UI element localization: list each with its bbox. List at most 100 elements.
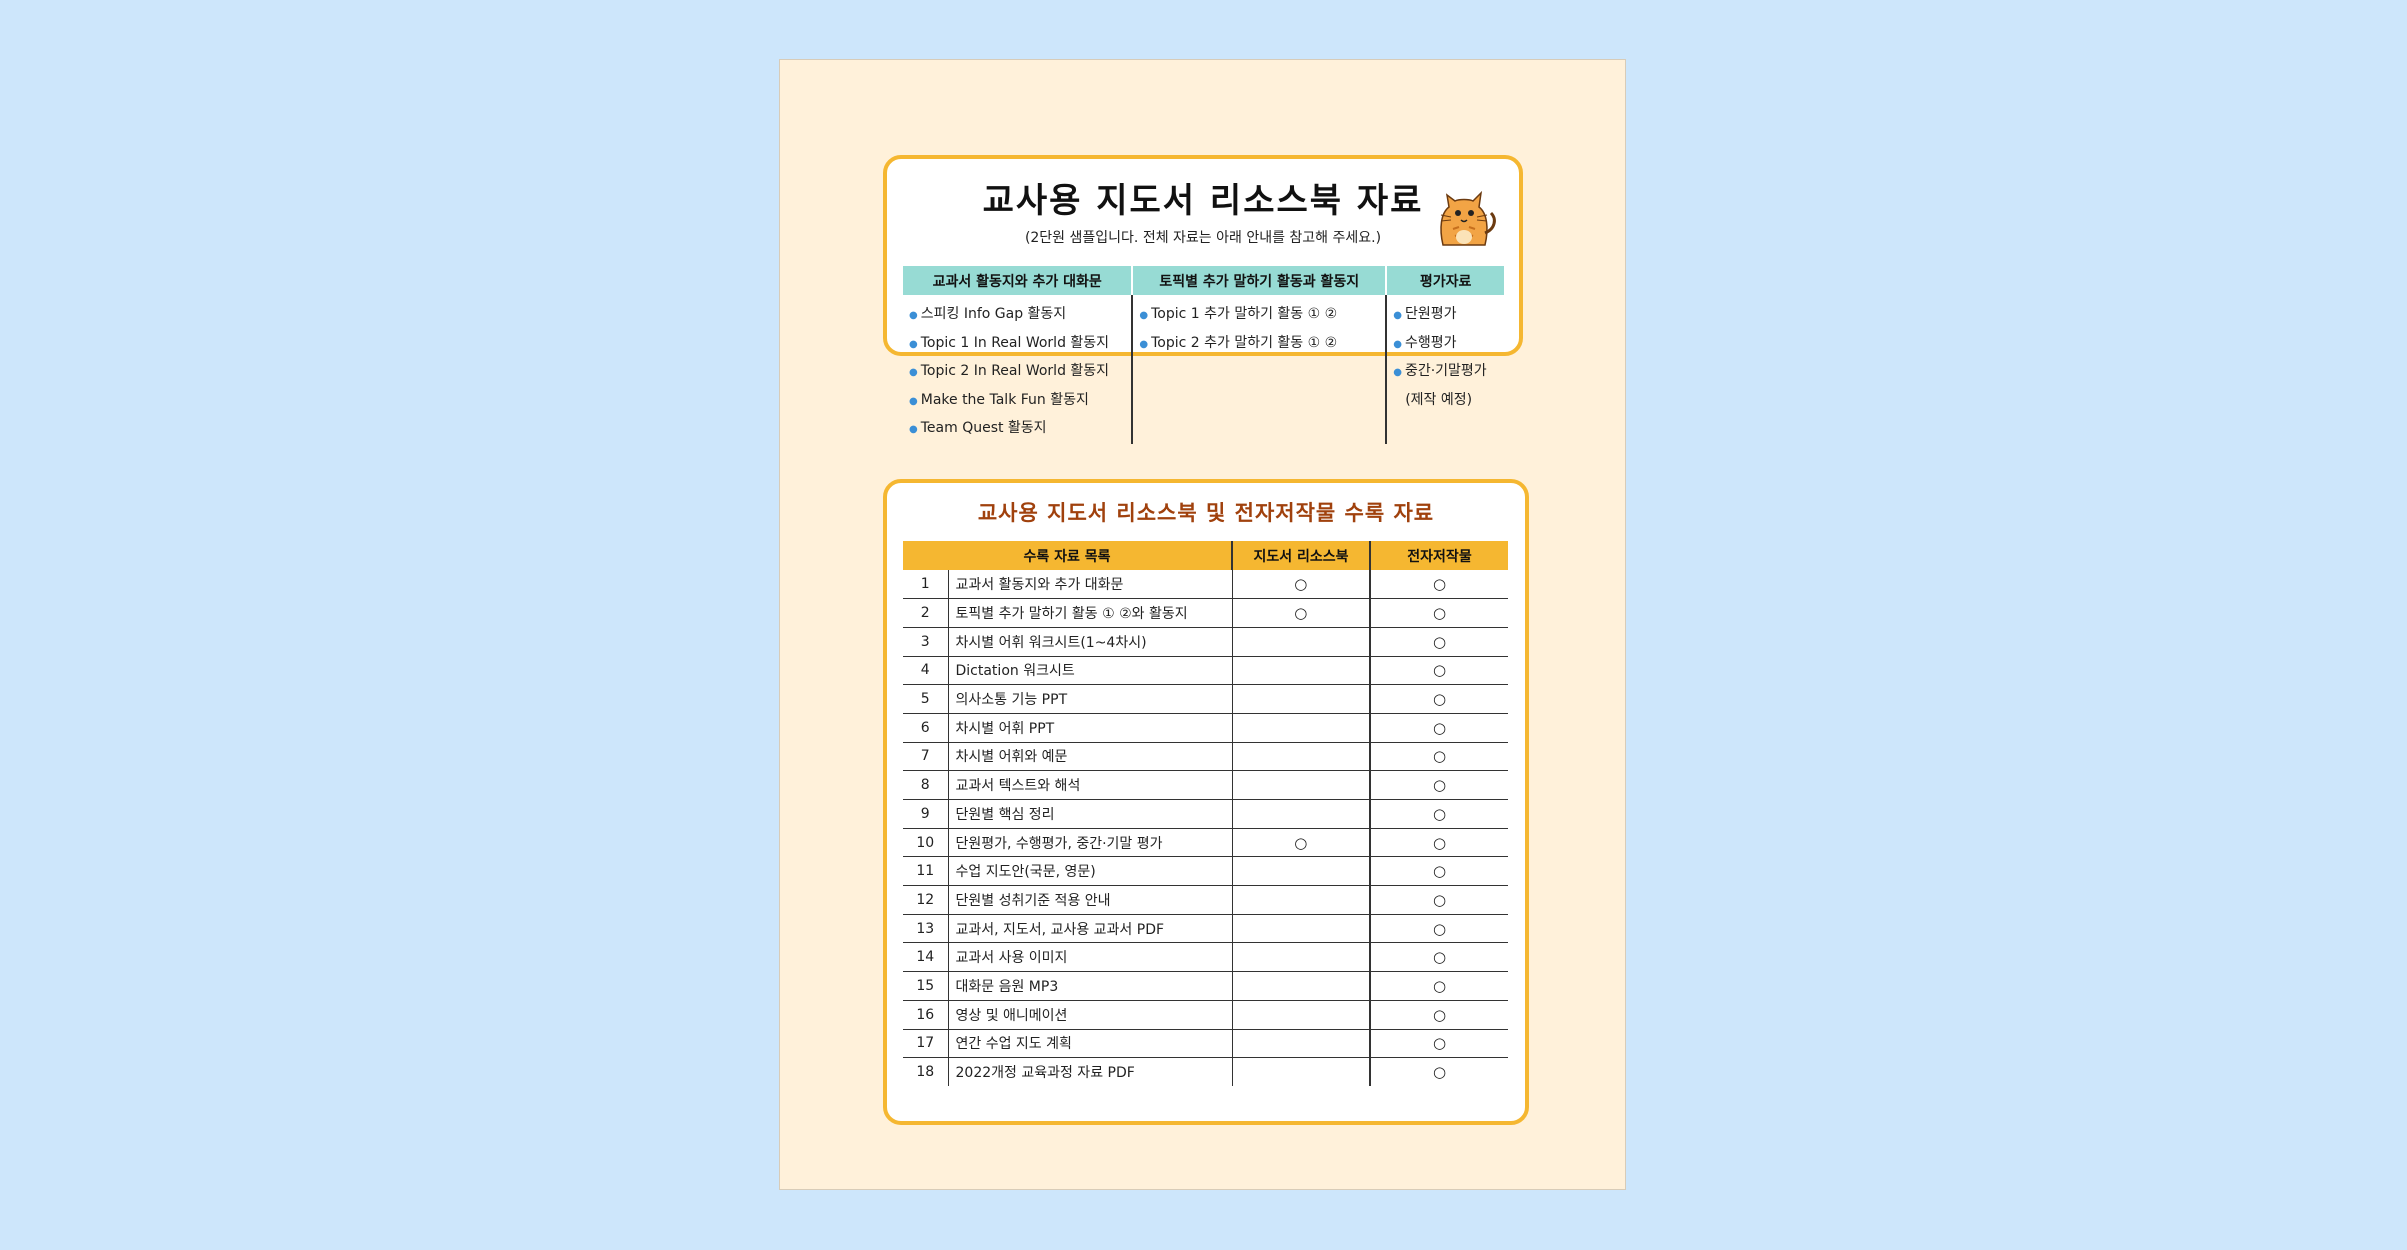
material-name: 연간 수업 지도 계획: [948, 1029, 1232, 1059]
material-name: 교과서, 지도서, 교사용 교과서 PDF: [948, 914, 1232, 944]
list-item: ● Topic 1 추가 말하기 활동 ① ②: [1139, 306, 1338, 322]
material-name: 교과서 사용 이미지: [948, 942, 1232, 973]
material-name: 차시별 어휘와 예문: [948, 742, 1232, 772]
resourcebook-mark: [1231, 1029, 1370, 1059]
row-number: 4: [903, 656, 949, 686]
row-number: 6: [903, 713, 949, 743]
list-item: ● Topic 1 In Real World 활동지: [909, 334, 1110, 351]
table-row: 15 대화문 음원 MP3 ○: [903, 971, 1508, 1001]
resourcebook-mark: ○: [1231, 598, 1370, 628]
digital-mark: ○: [1369, 627, 1508, 657]
card-title: 교사용 지도서 리소스북 및 전자저작물 수록 자료: [977, 501, 1435, 525]
bullet-dot-icon: ●: [909, 424, 918, 435]
assessment-column: ● 단원평가 ● 수행평가 ● 중간·기말평가 (제작 예정): [1385, 295, 1504, 444]
digital-mark: ○: [1369, 1029, 1508, 1059]
material-name: 교과서 텍스트와 해석: [948, 770, 1232, 800]
list-item: ● Team Quest 활동지: [909, 420, 1047, 436]
material-name: 차시별 어휘 워크시트(1~4차시): [948, 627, 1232, 657]
resourcebook-mark: [1231, 799, 1370, 829]
row-number: 14: [903, 942, 949, 973]
table-row: 1 교과서 활동지와 추가 대화문 ○ ○: [903, 570, 1508, 600]
resourcebook-mark: [1231, 914, 1370, 944]
material-name: 의사소통 기능 PPT: [948, 684, 1232, 714]
list-item: ● Topic 2 In Real World 활동지: [909, 363, 1110, 379]
digital-mark: ○: [1369, 1057, 1508, 1087]
table-row: 14 교과서 사용 이미지 ○: [903, 942, 1508, 973]
table-row: 6 차시별 어휘 PPT ○: [903, 713, 1508, 743]
bullet-dot-icon: ●: [1393, 338, 1402, 350]
digital-mark: ○: [1369, 770, 1508, 800]
digital-mark: ○: [1369, 742, 1508, 772]
speaking-activities-column: ● Topic 1 추가 말하기 활동 ① ② ● Topic 2 추가 말하기 활…: [1131, 295, 1387, 444]
row-number: 2: [903, 598, 949, 628]
digital-mark: ○: [1369, 799, 1508, 829]
row-number: 15: [903, 971, 949, 1001]
bullet-dot-icon: ●: [909, 310, 918, 321]
row-number: 3: [903, 627, 949, 657]
resourcebook-mark: [1231, 1057, 1370, 1087]
document-page: 교사용 지도서 리소스북 자료 (2단원 샘플입니다. 전체 자료는 아래 안내…: [779, 59, 1626, 1190]
resourcebook-mark: [1231, 684, 1370, 714]
bullet-dot-icon: ●: [909, 367, 918, 378]
row-number: 8: [903, 770, 949, 800]
digital-mark: ○: [1369, 942, 1508, 973]
resourcebook-mark: ○: [1231, 828, 1370, 858]
material-name: 토픽별 추가 말하기 활동 ① ②와 활동지: [948, 598, 1232, 628]
resourcebook-mark: [1231, 713, 1370, 743]
card-title: 교사용 지도서 리소스북 자료: [982, 181, 1424, 221]
table-row: 8 교과서 텍스트와 해석 ○: [903, 770, 1508, 800]
table-row: 13 교과서, 지도서, 교사용 교과서 PDF ○: [903, 914, 1508, 944]
card-subtitle: (2단원 샘플입니다. 전체 자료는 아래 안내를 참고해 주세요.): [1024, 230, 1382, 246]
row-number: 17: [903, 1029, 949, 1059]
table-row: 18 2022개정 교육과정 자료 PDF ○: [903, 1057, 1508, 1087]
row-number: 5: [903, 684, 949, 714]
material-name: 영상 및 애니메이션: [948, 1000, 1232, 1030]
bullet-dot-icon: ●: [1393, 367, 1402, 378]
material-name: 단원평가, 수행평가, 중간·기말 평가: [948, 828, 1232, 858]
digital-mark: ○: [1369, 856, 1508, 887]
resourcebook-mark: [1231, 885, 1370, 915]
row-number: 11: [903, 856, 949, 887]
column-header: 교과서 활동지와 추가 대화문: [903, 266, 1133, 295]
list-item: ● 스피킹 Info Gap 활동지: [909, 306, 1067, 322]
row-number: 10: [903, 828, 949, 858]
column-header: 전자저작물: [1369, 541, 1508, 570]
list-item: ● 수행평가: [1393, 334, 1457, 351]
row-number: 12: [903, 885, 949, 915]
bullet-dot-icon: ●: [1139, 338, 1149, 350]
row-number: 9: [903, 799, 949, 829]
table-row: 5 의사소통 기능 PPT ○: [903, 684, 1508, 714]
list-item-note: (제작 예정): [1405, 391, 1473, 408]
resourcebook-mark: [1231, 627, 1370, 657]
material-name: 단원별 핵심 정리: [948, 799, 1232, 829]
material-name: 대화문 음원 MP3: [948, 971, 1232, 1001]
material-name: 차시별 어휘 PPT: [948, 713, 1232, 743]
digital-mark: ○: [1369, 656, 1508, 686]
list-item: ● 단원평가: [1393, 306, 1457, 322]
row-number: 7: [903, 742, 949, 772]
digital-mark: ○: [1369, 713, 1508, 743]
resourcebook-mark: [1231, 942, 1370, 973]
bullet-dot-icon: ●: [909, 338, 918, 350]
digital-mark: ○: [1369, 1000, 1508, 1030]
material-name: 2022개정 교육과정 자료 PDF: [955, 1065, 1135, 1082]
resourcebook-mark: [1231, 971, 1370, 1001]
row-number: 1: [903, 570, 949, 600]
row-number: 13: [903, 914, 949, 944]
digital-mark: ○: [1369, 971, 1508, 1001]
list-item: ● Make the Talk Fun 활동지: [909, 391, 1089, 408]
included-materials-card: 교사용 지도서 리소스북 및 전자저작물 수록 자료 수록 자료 목록 지도서 …: [883, 479, 1529, 1125]
material-name: 교과서 활동지와 추가 대화문: [948, 570, 1232, 600]
materials-table: 수록 자료 목록 지도서 리소스북 전자저작물 1 교과서 활동지와 추가 대화문…: [903, 541, 1508, 1087]
table-row: 3 차시별 어휘 워크시트(1~4차시) ○: [903, 627, 1508, 657]
material-name: 수업 지도안(국문, 영문): [948, 856, 1232, 887]
activity-sheets-column: ● 스피킹 Info Gap 활동지 ● Topic 1 In Real World…: [903, 295, 1132, 444]
table-row: 11 수업 지도안(국문, 영문) ○: [903, 856, 1508, 887]
table-row: 16 영상 및 애니메이션 ○: [903, 1000, 1508, 1030]
table-row: 4 Dictation 워크시트 ○: [903, 656, 1508, 686]
table-row: 9 단원별 핵심 정리 ○: [903, 799, 1508, 829]
table-row: 12 단원별 성취기준 적용 안내 ○: [903, 885, 1508, 915]
table-row: 2 토픽별 추가 말하기 활동 ① ②와 활동지 ○ ○: [903, 598, 1508, 628]
digital-mark: ○: [1369, 885, 1508, 915]
resourcebook-mark: [1231, 856, 1370, 887]
